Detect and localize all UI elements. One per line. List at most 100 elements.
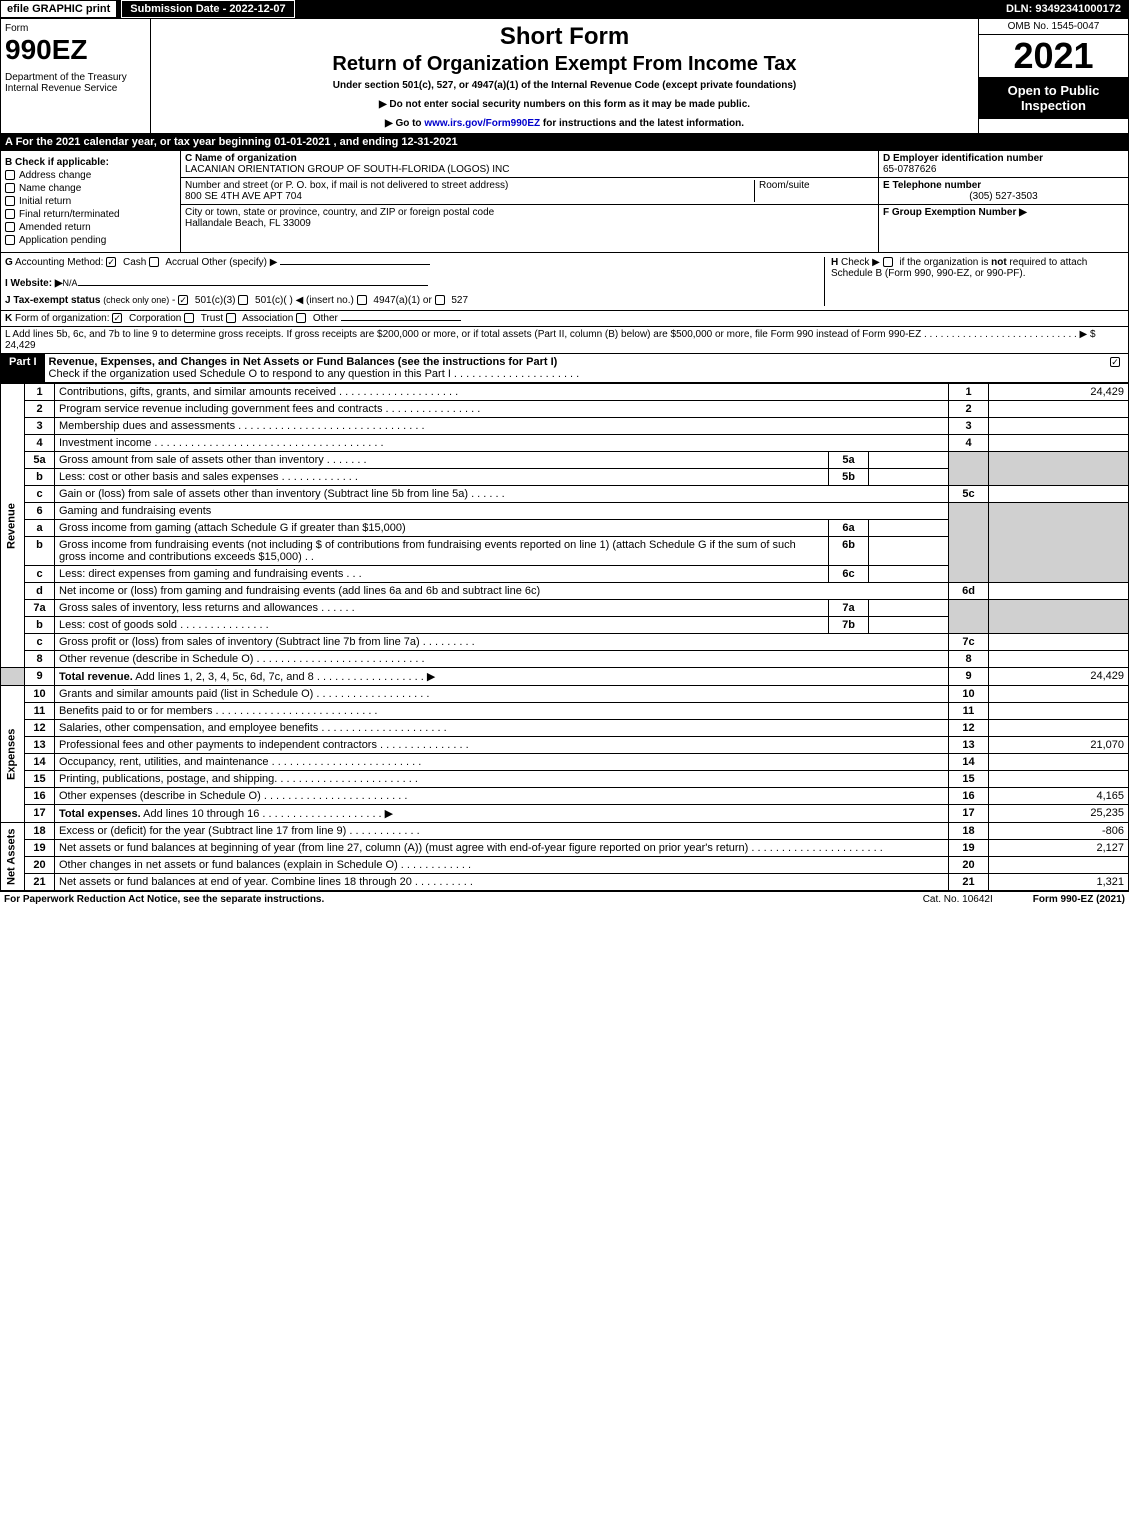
line-3: 3 Membership dues and assessments . . . … (1, 418, 1129, 435)
line-5c: c Gain or (loss) from sale of assets oth… (1, 486, 1129, 503)
part-1-title: Revenue, Expenses, and Changes in Net As… (45, 354, 1106, 382)
c-name-label: C Name of organization (185, 153, 297, 164)
c-city-row: City or town, state or province, country… (181, 205, 878, 231)
side-expenses: Expenses (1, 686, 25, 823)
lines-table: Revenue 1 Contributions, gifts, grants, … (0, 383, 1129, 891)
under-section: Under section 501(c), 527, or 4947(a)(1)… (155, 80, 974, 91)
instr-link: ▶ Go to www.irs.gov/Form990EZ for instru… (155, 118, 974, 129)
h-section: H Check ▶ if the organization is not req… (824, 257, 1124, 306)
chk-501c3[interactable] (178, 295, 188, 305)
return-title: Return of Organization Exempt From Incom… (155, 53, 974, 76)
line-1: Revenue 1 Contributions, gifts, grants, … (1, 384, 1129, 401)
ein: 65-0787626 (883, 164, 936, 175)
col-c: C Name of organization LACANIAN ORIENTAT… (181, 151, 878, 252)
efile-label: efile GRAPHIC print (0, 0, 117, 18)
j-label: J Tax-exempt status (5, 295, 100, 306)
org-name: LACANIAN ORIENTATION GROUP OF SOUTH-FLOR… (185, 164, 509, 175)
section-l: L Add lines 5b, 6c, and 7b to line 9 to … (0, 327, 1129, 354)
dept-label: Department of the Treasury Internal Reve… (5, 72, 146, 94)
website-value: N/A (63, 278, 78, 288)
line-8: 8 Other revenue (describe in Schedule O)… (1, 651, 1129, 668)
col-b-title: B Check if applicable: (5, 157, 176, 168)
short-form-title: Short Form (155, 23, 974, 51)
footer-right: Form 990-EZ (2021) (1033, 894, 1125, 905)
chk-corp[interactable] (112, 313, 122, 323)
line-4: 4 Investment income . . . . . . . . . . … (1, 435, 1129, 452)
form-number: 990EZ (5, 34, 146, 66)
chk-final-return[interactable]: Final return/terminated (5, 209, 176, 220)
ghij-left: G Accounting Method: Cash Accrual Other … (5, 257, 824, 306)
c-name-row: C Name of organization LACANIAN ORIENTAT… (181, 151, 878, 178)
top-bar: efile GRAPHIC print Submission Date - 20… (0, 0, 1129, 18)
chk-name-change[interactable]: Name change (5, 183, 176, 194)
line-5a: 5a Gross amount from sale of assets othe… (1, 452, 1129, 469)
line-7c: c Gross profit or (loss) from sales of i… (1, 634, 1129, 651)
footer-center: Cat. No. 10642I (923, 894, 993, 905)
chk-initial-return[interactable]: Initial return (5, 196, 176, 207)
col-b: B Check if applicable: Address change Na… (1, 151, 181, 252)
line-14: 14 Occupancy, rent, utilities, and maint… (1, 754, 1129, 771)
part-1-header: Part I Revenue, Expenses, and Changes in… (0, 354, 1129, 383)
line-12: 12 Salaries, other compensation, and emp… (1, 720, 1129, 737)
row-a: A For the 2021 calendar year, or tax yea… (0, 134, 1129, 151)
line-17: 17 Total expenses. Add lines 10 through … (1, 805, 1129, 823)
org-city: Hallandale Beach, FL 33009 (185, 218, 311, 229)
line-21: 21 Net assets or fund balances at end of… (1, 874, 1129, 891)
instr-ssn: ▶ Do not enter social security numbers o… (155, 99, 974, 110)
line-2: 2 Program service revenue including gove… (1, 401, 1129, 418)
line-6d: d Net income or (loss) from gaming and f… (1, 583, 1129, 600)
section-ghij: G Accounting Method: Cash Accrual Other … (0, 253, 1129, 311)
submission-date: Submission Date - 2022-12-07 (121, 0, 294, 18)
c-street-label: Number and street (or P. O. box, if mail… (185, 180, 508, 191)
section-bcd: B Check if applicable: Address change Na… (0, 151, 1129, 253)
chk-application-pending[interactable]: Application pending (5, 235, 176, 246)
line-15: 15 Printing, publications, postage, and … (1, 771, 1129, 788)
part-1-label: Part I (1, 354, 45, 382)
f-label: F Group Exemption Number ▶ (883, 207, 1027, 218)
footer-left: For Paperwork Reduction Act Notice, see … (4, 894, 923, 905)
line-7a: 7a Gross sales of inventory, less return… (1, 600, 1129, 617)
f-group-row: F Group Exemption Number ▶ (879, 205, 1128, 220)
col-d: D Employer identification number 65-0787… (878, 151, 1128, 252)
part-1-check (1106, 354, 1128, 382)
chk-assoc[interactable] (226, 313, 236, 323)
header-center: Short Form Return of Organization Exempt… (151, 19, 978, 133)
chk-501c[interactable] (238, 295, 248, 305)
c-city-label: City or town, state or province, country… (185, 207, 494, 218)
line-9: 9 Total revenue. Add lines 1, 2, 3, 4, 5… (1, 668, 1129, 686)
chk-trust[interactable] (184, 313, 194, 323)
i-label: I Website: ▶ (5, 278, 63, 289)
chk-cash[interactable] (106, 257, 116, 267)
chk-4947[interactable] (357, 295, 367, 305)
chk-part1-o[interactable] (1110, 357, 1120, 367)
line-11: 11 Benefits paid to or for members . . .… (1, 703, 1129, 720)
section-k: K Form of organization: Corporation Trus… (0, 311, 1129, 327)
line-16: 16 Other expenses (describe in Schedule … (1, 788, 1129, 805)
e-label: E Telephone number (883, 180, 981, 191)
line-19: 19 Net assets or fund balances at beginn… (1, 840, 1129, 857)
g-label: G (5, 257, 13, 268)
irs-link[interactable]: www.irs.gov/Form990EZ (424, 118, 540, 129)
chk-h[interactable] (883, 257, 893, 267)
phone: (305) 527-3503 (883, 191, 1124, 202)
chk-amended-return[interactable]: Amended return (5, 222, 176, 233)
chk-address-change[interactable]: Address change (5, 170, 176, 181)
c-room-label: Room/suite (759, 180, 810, 191)
chk-accrual[interactable] (149, 257, 159, 267)
line-10: Expenses 10 Grants and similar amounts p… (1, 686, 1129, 703)
d-label: D Employer identification number (883, 153, 1043, 164)
side-netassets: Net Assets (1, 823, 25, 891)
d-ein-row: D Employer identification number 65-0787… (879, 151, 1128, 178)
open-to-public: Open to Public Inspection (979, 77, 1128, 119)
chk-other[interactable] (296, 313, 306, 323)
e-phone-row: E Telephone number (305) 527-3503 (879, 178, 1128, 205)
tax-year: 2021 (979, 35, 1128, 77)
c-street-row: Number and street (or P. O. box, if mail… (181, 178, 878, 205)
dln-label: DLN: 93492341000172 (998, 1, 1129, 17)
chk-527[interactable] (435, 295, 445, 305)
line-6: 6 Gaming and fundraising events (1, 503, 1129, 520)
omb-number: OMB No. 1545-0047 (979, 19, 1128, 35)
form-header: Form 990EZ Department of the Treasury In… (0, 18, 1129, 134)
line-13: 13 Professional fees and other payments … (1, 737, 1129, 754)
side-revenue: Revenue (1, 384, 25, 668)
